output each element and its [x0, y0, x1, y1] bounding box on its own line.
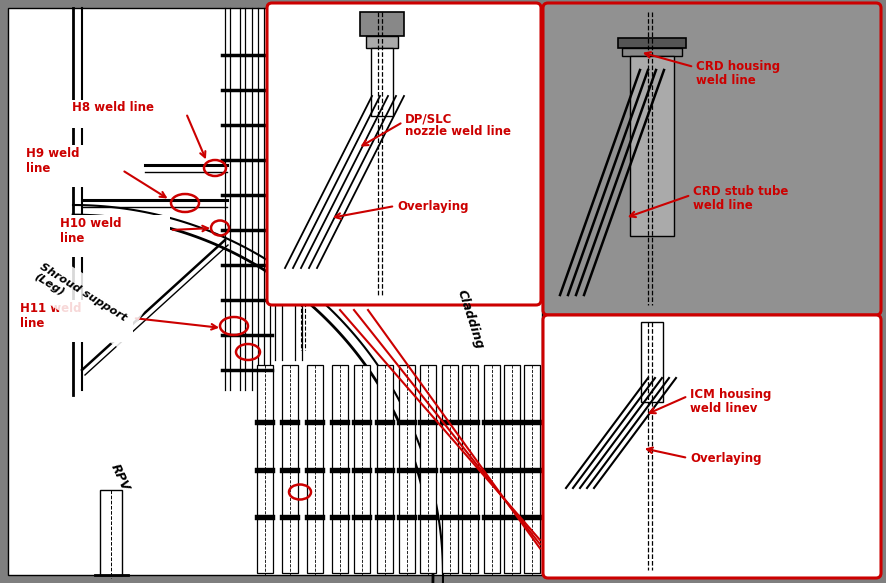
Bar — [375, 515, 395, 520]
Bar — [641, 322, 663, 402]
Bar — [332, 365, 348, 573]
Bar — [366, 36, 398, 48]
Text: CRD stub tube: CRD stub tube — [693, 185, 789, 198]
Bar — [255, 515, 275, 520]
Bar — [375, 468, 395, 473]
Bar — [442, 365, 458, 573]
Bar — [420, 365, 436, 573]
Bar — [330, 468, 350, 473]
Bar — [255, 468, 275, 473]
Text: RPV: RPV — [108, 462, 132, 493]
Bar — [68, 100, 186, 128]
Bar — [257, 365, 273, 573]
Bar — [352, 420, 372, 425]
Bar — [630, 56, 674, 236]
Bar — [460, 468, 480, 473]
Bar — [377, 365, 393, 573]
Bar — [482, 515, 502, 520]
Bar — [18, 300, 133, 342]
Text: weld line: weld line — [696, 74, 756, 87]
Bar — [375, 420, 395, 425]
Bar — [484, 365, 500, 573]
Bar — [504, 365, 520, 573]
Text: Overlaying: Overlaying — [397, 200, 469, 213]
Bar — [462, 365, 478, 573]
Bar — [502, 468, 522, 473]
Text: DP/SLC: DP/SLC — [405, 112, 453, 125]
Text: CRD housing: CRD housing — [696, 60, 781, 73]
Bar — [284, 8, 326, 30]
Bar — [100, 490, 122, 575]
Bar — [418, 515, 438, 520]
Bar — [502, 515, 522, 520]
Bar — [618, 38, 686, 48]
Bar — [58, 215, 170, 257]
Bar — [330, 515, 350, 520]
Bar — [522, 468, 542, 473]
Bar — [352, 468, 372, 473]
Bar — [418, 420, 438, 425]
Bar — [460, 420, 480, 425]
Bar — [397, 515, 417, 520]
Bar — [330, 420, 350, 425]
Text: Cladding: Cladding — [455, 288, 486, 351]
Bar — [255, 420, 275, 425]
Bar — [418, 468, 438, 473]
Bar — [524, 365, 540, 573]
Text: weld line: weld line — [693, 199, 753, 212]
FancyBboxPatch shape — [8, 8, 542, 575]
Bar — [280, 420, 300, 425]
Bar — [305, 515, 325, 520]
Bar — [305, 468, 325, 473]
Bar — [24, 145, 122, 187]
Bar — [291, 30, 319, 44]
Text: Overlaying: Overlaying — [690, 452, 761, 465]
Bar — [354, 365, 370, 573]
Bar — [397, 468, 417, 473]
Text: H11 weld
line: H11 weld line — [20, 302, 82, 330]
Bar — [280, 515, 300, 520]
Text: H8 weld line: H8 weld line — [72, 101, 154, 114]
Bar — [352, 515, 372, 520]
Bar — [460, 515, 480, 520]
FancyBboxPatch shape — [267, 3, 541, 305]
Bar — [360, 12, 404, 36]
Bar — [482, 468, 502, 473]
Text: Shroud support
(Leg): Shroud support (Leg) — [32, 262, 128, 333]
Bar — [440, 468, 460, 473]
Text: H9 weld
line: H9 weld line — [26, 147, 80, 175]
Bar — [399, 365, 415, 573]
Bar — [280, 468, 300, 473]
FancyBboxPatch shape — [543, 315, 881, 578]
Text: weld linev: weld linev — [690, 402, 758, 415]
Bar — [522, 420, 542, 425]
Bar — [305, 420, 325, 425]
Bar — [296, 44, 314, 96]
Bar — [307, 365, 323, 573]
Bar — [282, 365, 298, 573]
FancyBboxPatch shape — [543, 3, 881, 315]
Text: H10 weld
line: H10 weld line — [60, 217, 121, 245]
Bar — [622, 48, 682, 56]
Bar — [522, 515, 542, 520]
Bar — [440, 515, 460, 520]
Bar — [440, 420, 460, 425]
Bar — [371, 48, 393, 116]
Bar — [482, 420, 502, 425]
Text: ICM housing: ICM housing — [690, 388, 772, 401]
Text: nozzle weld line: nozzle weld line — [405, 125, 511, 138]
Bar — [502, 420, 522, 425]
Bar — [397, 420, 417, 425]
